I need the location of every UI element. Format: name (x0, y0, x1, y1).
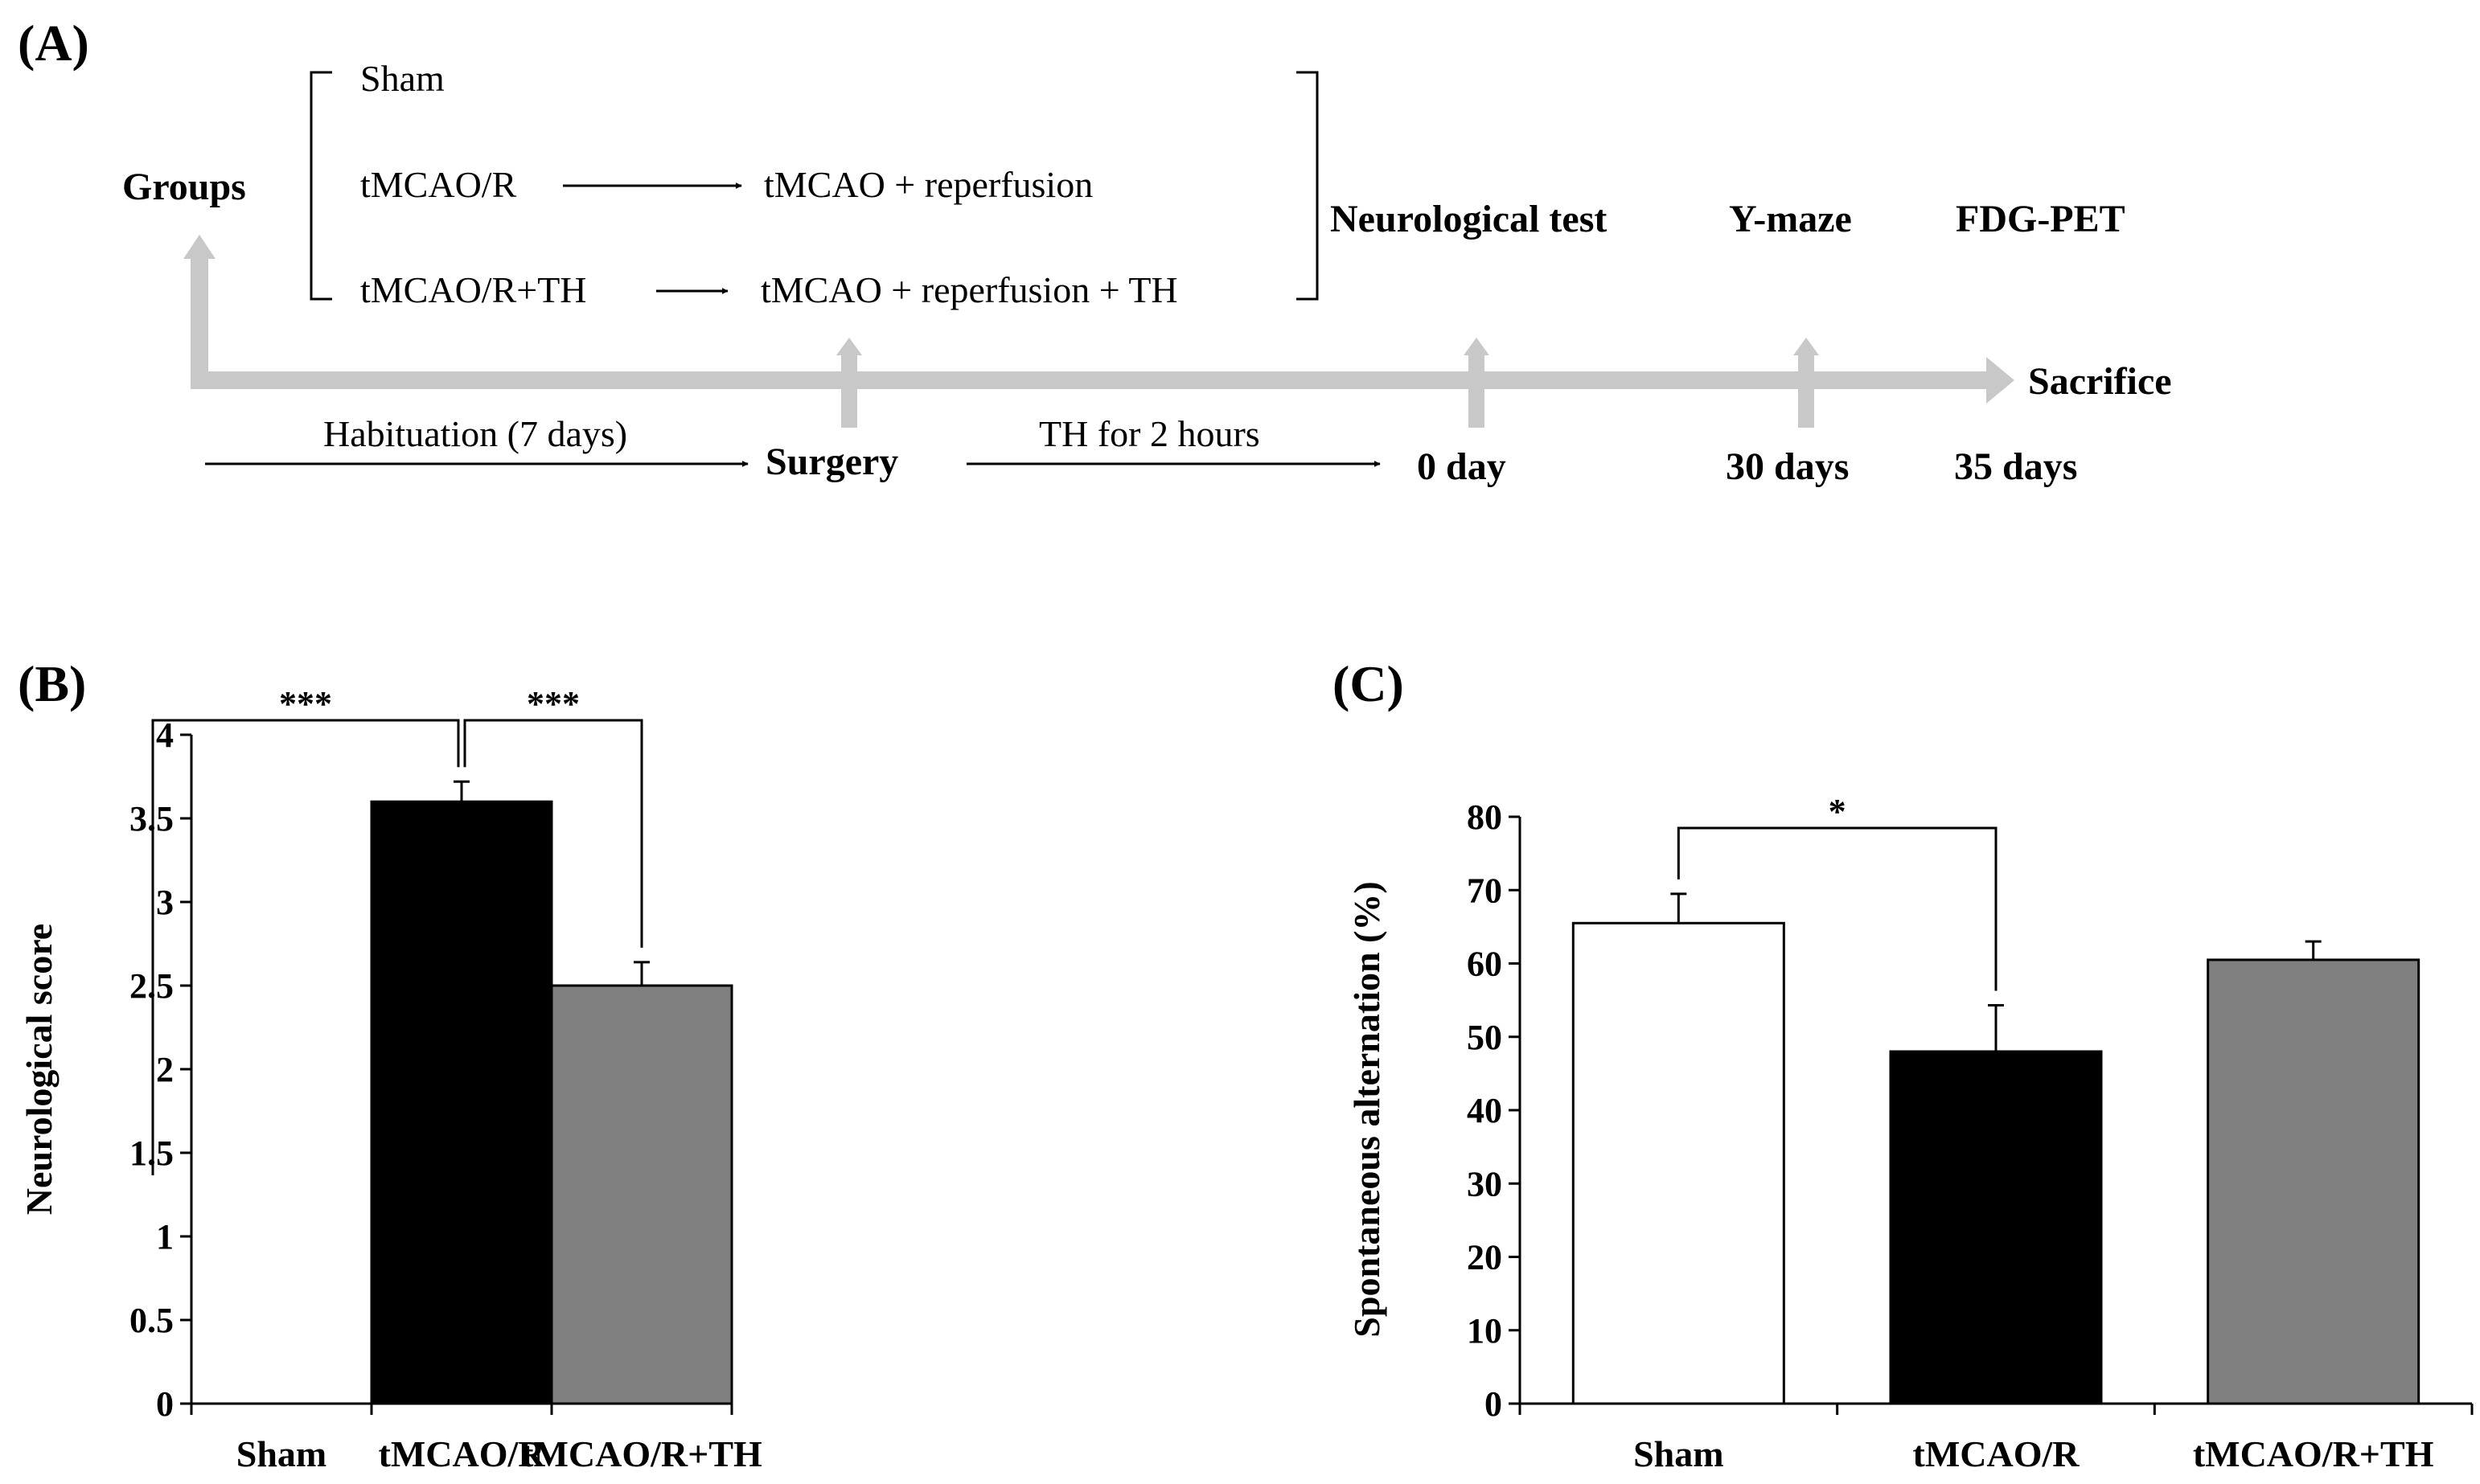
event-fdg-pet: FDG-PET (1956, 198, 2125, 240)
procedure-tmcao-r: tMCAO + reperfusion (764, 164, 1093, 205)
groups-up-arrow (191, 257, 208, 382)
timeline-day0: 0 day (1417, 445, 1506, 488)
y-tick-label: 3 (156, 883, 174, 922)
panel-a-label: (A) (18, 14, 89, 72)
panel-c-label: (C) (1332, 655, 1404, 712)
y-tick-label: 70 (1467, 871, 1502, 910)
y-tick-label: 20 (1467, 1238, 1502, 1277)
x-category-label: tMCAO/R+TH (521, 1433, 762, 1474)
panel-a: (A) Groups Sham tMCAO/R tMCAO/R+TH tMCAO… (18, 14, 2172, 488)
panel-b-label: (B) (18, 655, 86, 712)
surgery-tick (841, 354, 857, 428)
y-tick-label: 1 (156, 1217, 174, 1256)
group-tmcao-r-th: tMCAO/R+TH (360, 269, 587, 310)
x-category-label: tMCAO/R (379, 1433, 546, 1474)
event-neurological-test: Neurological test (1330, 198, 1607, 240)
x-category-label: tMCAO/R (1913, 1433, 2080, 1474)
timeline-arrows (183, 235, 2014, 428)
groups-up-arrowhead (183, 235, 216, 259)
significance-bracket (1677, 826, 1998, 991)
group-sham: Sham (360, 58, 445, 99)
significance-label: *** (279, 684, 332, 724)
surgery-tick-head (836, 338, 862, 355)
bar-tmcao-r-th (550, 984, 733, 1405)
y-tick-label: 0.5 (129, 1301, 174, 1340)
bar-tmcao-r-th (2207, 958, 2420, 1405)
x-category-label: Sham (1633, 1433, 1723, 1474)
event-sacrifice: Sacrifice (2028, 360, 2172, 403)
timeline-arrowhead (1986, 357, 2014, 404)
timeline-day35: 35 days (1954, 445, 2077, 488)
chart-c: (C) Spontaneous alternation (%) 0 10 20 30 4… (1332, 655, 2474, 1474)
y-tick-label: 10 (1467, 1311, 1502, 1351)
y-tick-label: 80 (1467, 797, 1502, 837)
event-y-maze: Y-maze (1729, 198, 1852, 240)
y-tick-label: 30 (1467, 1164, 1502, 1203)
phase-habituation: Habituation (7 days) (323, 413, 627, 454)
y-tick-label: 40 (1467, 1091, 1502, 1130)
y-tick-label: 4 (156, 715, 174, 755)
significance-bracket (151, 719, 460, 1175)
significance-bracket (463, 719, 643, 948)
y-tick-label: 2 (156, 1050, 174, 1089)
bar-sham (1571, 921, 1785, 1405)
x-category-label: Sham (236, 1433, 326, 1474)
significance-label: * (1829, 792, 1846, 831)
y-tick-label: 50 (1467, 1018, 1502, 1057)
significance-label: *** (527, 684, 580, 724)
day30-tick-head (1793, 338, 1819, 355)
day0-tick-head (1464, 338, 1489, 355)
day30-tick (1798, 354, 1814, 428)
groups-label: Groups (122, 166, 246, 208)
y-axis-label-c: Spontaneous alternation (%) (1346, 881, 1387, 1337)
bar-tmcao-r (370, 800, 553, 1405)
y-tick-label: 0 (156, 1384, 174, 1424)
procedure-tmcao-r-th: tMCAO + reperfusion + TH (761, 269, 1178, 310)
bar-tmcao-r (1889, 1050, 2103, 1405)
y-tick-label: 60 (1467, 945, 1502, 984)
y-tick-label: 0 (1484, 1384, 1502, 1424)
x-category-label: tMCAO/R+TH (2193, 1433, 2434, 1474)
timeline-surgery: Surgery (766, 441, 898, 483)
day0-tick (1468, 354, 1484, 428)
group-tmcao-r: tMCAO/R (360, 164, 517, 205)
groups-right-bracket (1296, 71, 1319, 301)
timeline-day30: 30 days (1726, 445, 1849, 488)
chart-b: (B) Neurological score 00.511.522.533.54… (18, 655, 762, 1474)
phase-th: TH for 2 hours (1039, 413, 1260, 454)
timeline-main-arrow (191, 371, 1989, 389)
groups-left-bracket (310, 71, 332, 301)
y-axis-label-b: Neurological score (18, 924, 60, 1215)
